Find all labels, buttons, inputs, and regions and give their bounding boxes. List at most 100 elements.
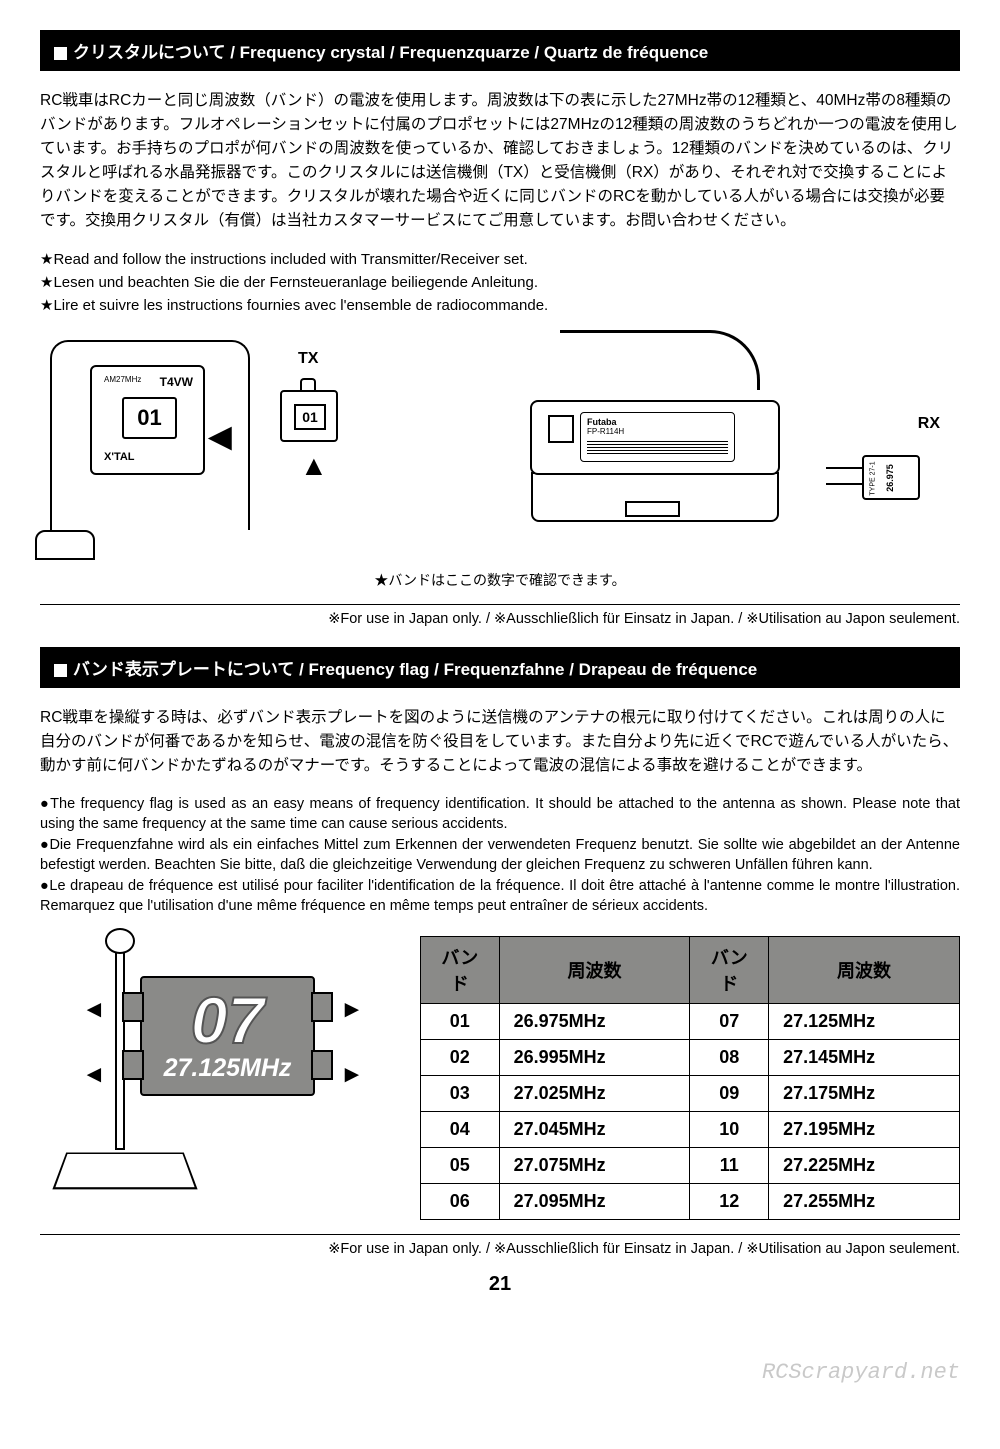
antenna — [115, 940, 125, 1150]
section2-title: バンド表示プレートについて / Frequency flag / Frequen… — [73, 660, 757, 679]
table-cell: 02 — [421, 1040, 500, 1076]
section1-japan-note: ※For use in Japan only. / ※Ausschließlic… — [40, 604, 960, 627]
section1-title: クリスタルについて / Frequency crystal / Frequenz… — [73, 43, 708, 62]
tx-crystal-body: 01 — [280, 390, 338, 442]
flag-arrow-icon: ► — [340, 1061, 364, 1089]
antenna-base — [52, 1153, 197, 1190]
table-row: 06 27.095MHz 12 27.255MHz — [421, 1184, 960, 1220]
table-row: 04 27.045MHz 10 27.195MHz — [421, 1112, 960, 1148]
rx-slot — [625, 501, 680, 517]
table-cell: 05 — [421, 1148, 500, 1184]
star-item: ★Lesen und beachten Sie die der Fernsteu… — [40, 272, 960, 293]
tx-arrow-icon: ◄ — [200, 415, 240, 460]
table-body: 01 26.975MHz 07 27.125MHz 02 26.995MHz 0… — [421, 1004, 960, 1220]
table-row: 03 27.025MHz 09 27.175MHz — [421, 1076, 960, 1112]
rx-wire — [560, 330, 760, 390]
tx-am-label: AM27MHz — [104, 375, 141, 384]
table-cell: 03 — [421, 1076, 500, 1112]
rx-crystal-freq: 26.975 — [885, 464, 895, 492]
table-header: バンド — [690, 937, 769, 1004]
dot-item: ●Le drapeau de fréquence est utilisé pou… — [40, 876, 960, 916]
tx-crystal-handle — [300, 378, 316, 390]
tx-crystal: 01 — [280, 390, 338, 442]
table-cell: 27.255MHz — [769, 1184, 960, 1220]
table-cell: 27.075MHz — [499, 1148, 690, 1184]
table-cell: 27.175MHz — [769, 1076, 960, 1112]
star-item: ★Read and follow the instructions includ… — [40, 249, 960, 270]
header-square-icon — [54, 664, 67, 677]
rx-lines — [587, 439, 728, 457]
table-cell: 10 — [690, 1112, 769, 1148]
dot-item: ●Die Frequenzfahne wird als ein einfache… — [40, 835, 960, 875]
rx-crystal-pins — [826, 467, 862, 499]
header-square-icon — [54, 47, 67, 60]
tx-crystal-number: 01 — [294, 404, 326, 430]
tx-crystal-slot: 01 — [122, 397, 177, 439]
transmitter-diagram: AM27MHz T4VW 01 X'TAL ◄ TX 01 ▲ — [50, 340, 330, 560]
section2-jp-paragraph: RC戦車を操縦する時は、必ずバンド表示プレートを図のように送信機のアンテナの根元… — [40, 706, 960, 778]
table-row: 05 27.075MHz 11 27.225MHz — [421, 1148, 960, 1184]
flag-number: 07 — [142, 978, 313, 1054]
table-cell: 27.045MHz — [499, 1112, 690, 1148]
table-cell: 27.025MHz — [499, 1076, 690, 1112]
crystal-diagram-row: AM27MHz T4VW 01 X'TAL ◄ TX 01 ▲ Futaba F… — [40, 340, 960, 560]
tx-panel-inner: AM27MHz T4VW 01 X'TAL — [90, 365, 205, 475]
table-row: 01 26.975MHz 07 27.125MHz — [421, 1004, 960, 1040]
flag-diagram: 07 27.125MHz ◄ ◄ ► ► — [40, 936, 390, 1196]
table-cell: 26.995MHz — [499, 1040, 690, 1076]
tx-base — [35, 530, 95, 560]
rx-model: FP-R114H — [581, 427, 734, 436]
table-cell: 06 — [421, 1184, 500, 1220]
table-cell: 27.125MHz — [769, 1004, 960, 1040]
table-cell: 04 — [421, 1112, 500, 1148]
flag-clip — [122, 992, 144, 1022]
bottom-row: 07 27.125MHz ◄ ◄ ► ► バンド 周波数 バンド 周波数 01 … — [40, 936, 960, 1220]
tx-model-label: T4VW — [160, 375, 193, 389]
rx-brand: Futaba — [581, 413, 734, 427]
section1-header: クリスタルについて / Frequency crystal / Frequenz… — [40, 30, 960, 71]
flag-arrow-icon: ► — [340, 996, 364, 1024]
rx-label: RX — [918, 415, 940, 433]
tx-xtal-label: X'TAL — [104, 451, 135, 463]
section2-japan-note: ※For use in Japan only. / ※Ausschließlic… — [40, 1234, 960, 1257]
flag-clip — [122, 1050, 144, 1080]
table-cell: 01 — [421, 1004, 500, 1040]
rx-crystal: TYPE 27-1 26.975 — [862, 455, 920, 500]
table-cell: 26.975MHz — [499, 1004, 690, 1040]
rx-case-label: Futaba FP-R114H — [580, 412, 735, 462]
section2-dot-list: ●The frequency flag is used as an easy m… — [40, 794, 960, 916]
rx-crystal-body: TYPE 27-1 26.975 — [862, 455, 920, 500]
table-cell: 09 — [690, 1076, 769, 1112]
star-item: ★Lire et suivre les instructions fournie… — [40, 295, 960, 316]
page-number: 21 — [40, 1273, 960, 1296]
flag-clip — [311, 992, 333, 1022]
watermark: RCScrapyard.net — [762, 1360, 960, 1385]
table-header-row: バンド 周波数 バンド 周波数 — [421, 937, 960, 1004]
table-header: 周波数 — [499, 937, 690, 1004]
flag-plate: 07 27.125MHz — [140, 976, 315, 1096]
table-cell: 07 — [690, 1004, 769, 1040]
flag-clip — [311, 1050, 333, 1080]
table-cell: 27.225MHz — [769, 1148, 960, 1184]
section1-star-list: ★Read and follow the instructions includ… — [40, 249, 960, 316]
diagram-caption: ★バンドはここの数字で確認できます。 — [40, 570, 960, 590]
table-header: 周波数 — [769, 937, 960, 1004]
table-header: バンド — [421, 937, 500, 1004]
table-cell: 27.195MHz — [769, 1112, 960, 1148]
section2-header: バンド表示プレートについて / Frequency flag / Frequen… — [40, 647, 960, 688]
table-cell: 11 — [690, 1148, 769, 1184]
dot-item: ●The frequency flag is used as an easy m… — [40, 794, 960, 834]
receiver-diagram: Futaba FP-R114H RX TYPE 27-1 26.975 — [530, 360, 950, 560]
tx-up-arrow-icon: ▲ — [300, 450, 328, 482]
frequency-table: バンド 周波数 バンド 周波数 01 26.975MHz 07 27.125MH… — [420, 936, 960, 1220]
section1-jp-paragraph: RC戦車はRCカーと同じ周波数（バンド）の電波を使用します。周波数は下の表に示し… — [40, 89, 960, 233]
table-cell: 27.095MHz — [499, 1184, 690, 1220]
antenna-ball — [105, 928, 135, 954]
table-cell: 27.145MHz — [769, 1040, 960, 1076]
flag-arrow-icon: ◄ — [82, 996, 106, 1024]
rx-case: Futaba FP-R114H — [530, 400, 780, 525]
flag-freq: 27.125MHz — [142, 1054, 313, 1083]
table-cell: 12 — [690, 1184, 769, 1220]
table-row: 02 26.995MHz 08 27.145MHz — [421, 1040, 960, 1076]
table-cell: 08 — [690, 1040, 769, 1076]
